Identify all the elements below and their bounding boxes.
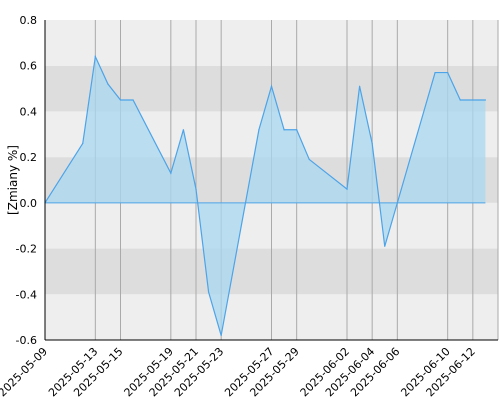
data-point — [94, 55, 96, 58]
data-point — [346, 188, 348, 190]
data-point — [484, 99, 487, 101]
data-point — [296, 129, 298, 131]
data-point — [396, 202, 398, 204]
y-tick-label: 0.2 — [20, 151, 38, 164]
data-point — [270, 85, 273, 87]
y-axis-label: [Zmiany %] — [6, 145, 20, 215]
data-point — [283, 129, 285, 131]
data-point — [434, 71, 436, 74]
data-point — [132, 99, 134, 101]
data-point — [170, 172, 172, 174]
y-tick-label: -0.6 — [16, 334, 37, 347]
data-point — [472, 99, 474, 101]
data-point — [119, 99, 122, 101]
x-tick-label: 2025-05-09 — [0, 345, 50, 399]
data-point — [182, 129, 185, 131]
y-tick-label: 0.4 — [20, 105, 38, 118]
series-line — [44, 54, 486, 336]
series-area-fill — [45, 56, 486, 336]
data-point — [447, 71, 449, 74]
y-tick-label: -0.2 — [16, 243, 37, 256]
data-point — [308, 158, 310, 161]
axes — [44, 20, 498, 341]
data-point — [258, 129, 260, 131]
data-point — [358, 85, 361, 87]
data-point — [107, 83, 109, 85]
x-tick-labels: 2025-05-092025-05-132025-05-152025-05-19… — [0, 345, 478, 399]
data-point — [384, 245, 386, 247]
data-point — [82, 142, 84, 145]
data-point — [195, 188, 197, 190]
y-tick-label: 0.0 — [20, 197, 38, 210]
y-tick-label: -0.4 — [16, 288, 37, 301]
y-tick-label: 0.6 — [20, 60, 38, 73]
data-point — [207, 291, 210, 293]
data-point — [371, 142, 373, 145]
data-point — [459, 99, 461, 101]
y-tick-label: 0.8 — [20, 14, 38, 27]
data-point — [220, 334, 222, 337]
y-tick-labels: -0.6 -0.4 -0.2 0.0 0.2 0.4 0.6 0.8 — [16, 14, 37, 347]
